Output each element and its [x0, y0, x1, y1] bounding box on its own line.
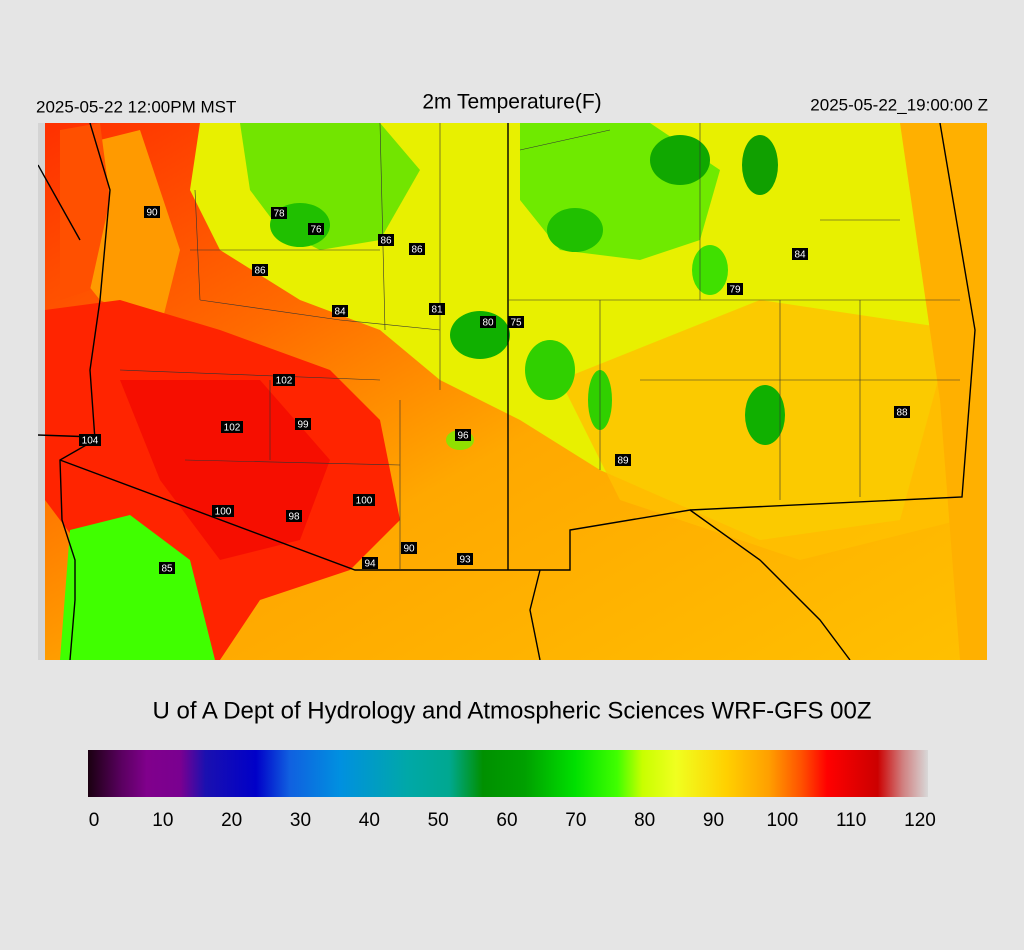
station-label-bg: [894, 406, 910, 418]
station-label-bg: [252, 264, 268, 276]
station-label-bg: [212, 505, 234, 517]
station-label-bg: [457, 553, 473, 565]
station-label-bg: [362, 557, 378, 569]
station-label-bg: [79, 434, 101, 446]
colorbar-tick-label: 20: [221, 810, 242, 831]
station-label-bg: [378, 234, 394, 246]
station-label-bg: [295, 418, 311, 430]
colorbar-tick-label: 30: [290, 810, 311, 831]
station-label: 84: [334, 307, 346, 318]
credit: U of A Dept of Hydrology and Atmospheric…: [153, 697, 872, 724]
station-label: 84: [794, 250, 806, 261]
station-label-bg: [429, 303, 445, 315]
station-label-bg: [286, 510, 302, 522]
colorbar-tick-label: 60: [496, 810, 517, 831]
station-label: 89: [617, 456, 629, 467]
temperature-map: [38, 123, 987, 660]
station-label-bg: [353, 494, 375, 506]
colorbar-tick-label: 90: [703, 810, 724, 831]
station-label: 98: [288, 512, 300, 523]
colorbar-tick-label: 120: [904, 810, 936, 831]
colorbar: [88, 750, 928, 797]
station-label: 99: [297, 420, 309, 431]
station-label-bg: [727, 283, 743, 295]
station-label-bg: [508, 316, 524, 328]
station-label: 78: [273, 209, 285, 220]
station-label: 102: [276, 376, 293, 387]
colorbar-ticks: 0 10 20 30 40 50 60 70 80 90 100 110 120: [89, 810, 936, 831]
colorbar-tick-label: 70: [565, 810, 586, 831]
station-label-bg: [615, 454, 631, 466]
station-labels: 90 78 76 86 86 86 84 81 80 75 84 79 102 102 99 104 96 89 8…: [79, 206, 910, 575]
station-label-bg: [401, 542, 417, 554]
valid-time-local: 2025-05-22 12:00PM MST: [36, 97, 236, 116]
station-label-bg: [455, 429, 471, 441]
colorbar-tick-label: 0: [89, 810, 100, 831]
station-label-bg: [271, 207, 287, 219]
station-label: 96: [457, 431, 469, 442]
station-label-bg: [159, 562, 175, 574]
station-label: 86: [254, 266, 266, 277]
station-label: 104: [82, 436, 99, 447]
station-label: 86: [411, 245, 423, 256]
station-label: 80: [482, 318, 494, 329]
station-label: 90: [403, 544, 415, 555]
colorbar-tick-label: 80: [634, 810, 655, 831]
station-label: 79: [729, 285, 741, 296]
station-label-bg: [273, 374, 295, 386]
station-label-bg: [221, 421, 243, 433]
station-label: 85: [161, 564, 173, 575]
station-label: 93: [459, 555, 471, 566]
colorbar-tick-label: 50: [428, 810, 449, 831]
station-label-bg: [480, 316, 496, 328]
colorbar-tick-label: 40: [359, 810, 380, 831]
station-label-bg: [332, 305, 348, 317]
station-label: 86: [380, 236, 392, 247]
station-label-bg: [308, 223, 324, 235]
station-label: 102: [224, 423, 241, 434]
station-label-bg: [409, 243, 425, 255]
colorbar-tick-label: 100: [766, 810, 798, 831]
station-label: 76: [310, 225, 322, 236]
colorbar-tick-label: 110: [836, 810, 866, 831]
station-label: 81: [431, 305, 443, 316]
station-label: 90: [146, 208, 158, 219]
station-label-bg: [144, 206, 160, 218]
station-label: 100: [215, 507, 232, 518]
map-title: 2m Temperature(F): [422, 91, 601, 114]
station-label: 88: [896, 408, 908, 419]
station-label: 75: [510, 318, 522, 329]
station-label: 100: [356, 496, 373, 507]
station-label-bg: [792, 248, 808, 260]
valid-time-utc: 2025-05-22_19:00:00 Z: [810, 95, 988, 114]
station-label: 94: [364, 559, 376, 570]
colorbar-tick-label: 10: [152, 810, 173, 831]
